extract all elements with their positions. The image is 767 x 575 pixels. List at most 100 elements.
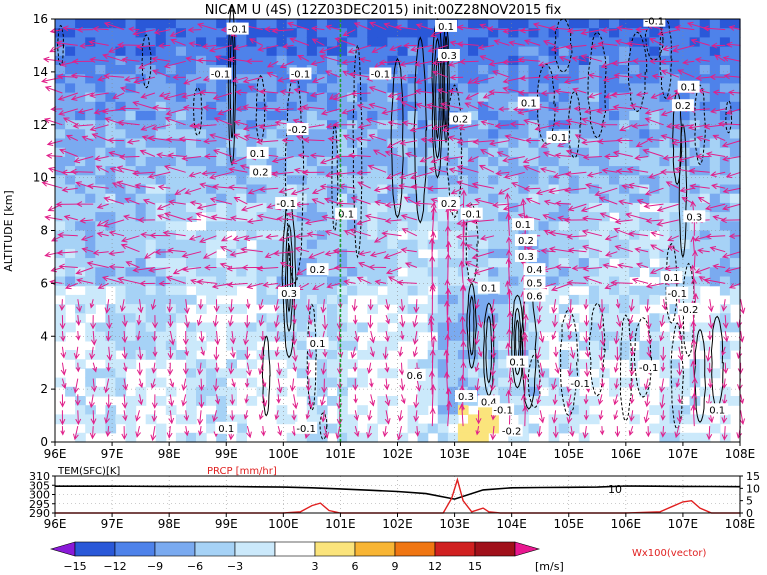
field-cell <box>286 101 298 112</box>
field-cell <box>619 350 630 360</box>
wind-vector <box>202 251 217 259</box>
field-cell <box>367 285 378 296</box>
field-cell <box>457 92 469 103</box>
field-cell <box>256 248 268 259</box>
field-cell <box>377 350 389 360</box>
field-cell <box>397 258 409 268</box>
wind-vector <box>602 76 618 83</box>
y-tick-label: 8 <box>40 224 48 238</box>
field-cell <box>165 28 177 38</box>
wind-vector <box>356 276 371 284</box>
field-cell <box>518 414 530 425</box>
field-cell <box>196 248 207 259</box>
wind-vector <box>135 425 141 438</box>
field-cell <box>518 350 530 360</box>
field-cell <box>306 111 318 121</box>
wind-vector <box>644 299 651 313</box>
field-cell <box>367 175 378 186</box>
wind-vector <box>290 187 310 196</box>
wind-vector <box>522 313 529 332</box>
contour-line <box>431 17 444 179</box>
field-cell <box>417 83 429 94</box>
wind-vector <box>49 44 63 53</box>
contour-label-bg <box>666 286 689 299</box>
field-cell <box>498 55 509 66</box>
field-cell <box>155 239 167 250</box>
wind-vector <box>522 165 541 173</box>
wind-vector <box>369 346 375 358</box>
field-cell <box>588 19 600 29</box>
field-cell <box>649 37 660 48</box>
field-cell <box>659 432 671 443</box>
field-cell <box>135 111 147 121</box>
wind-vector <box>616 25 633 32</box>
field-cell <box>629 267 640 278</box>
field-cell <box>276 101 288 112</box>
field-cell <box>85 258 96 268</box>
field-cell <box>417 147 429 158</box>
contour-label: 0.2 <box>518 236 534 247</box>
field-cell <box>337 101 348 112</box>
wind-vector <box>304 219 325 226</box>
field-cell <box>226 175 237 186</box>
field-cell <box>65 414 76 425</box>
wind-vector <box>75 315 82 327</box>
wind-vector <box>289 37 310 46</box>
field-cell <box>679 65 691 75</box>
wind-vector <box>644 394 651 408</box>
field-cell <box>659 340 671 351</box>
field-cell <box>578 37 590 48</box>
wind-vector <box>197 362 204 376</box>
field-cell <box>699 74 711 84</box>
field-cell <box>85 294 96 305</box>
wind-vector <box>168 199 186 206</box>
wind-vector <box>228 299 235 313</box>
wind-vector <box>276 394 281 404</box>
field-cell <box>508 386 519 397</box>
field-cell <box>659 239 671 250</box>
field-cell <box>609 74 620 84</box>
field-cell <box>186 377 197 388</box>
field-cell <box>296 313 308 324</box>
wind-vector <box>677 156 695 163</box>
field-cell <box>226 386 237 397</box>
field-cell <box>186 19 197 29</box>
field-cell <box>296 19 308 29</box>
wind-vector <box>70 92 94 101</box>
field-cell <box>689 147 701 158</box>
field-cell <box>216 138 227 149</box>
field-cell <box>75 405 86 415</box>
field-cell <box>639 248 650 259</box>
field-cell <box>568 313 580 324</box>
field-cell <box>488 212 499 222</box>
contour-label: -0.1 <box>645 17 665 28</box>
contour-label-bg <box>500 424 523 437</box>
field-cell <box>669 193 681 204</box>
field-cell <box>256 239 268 250</box>
field-cell <box>568 221 580 232</box>
wind-vector <box>552 426 559 439</box>
field-cell <box>196 74 207 84</box>
field-cell <box>75 46 86 57</box>
contour-label-bg <box>209 67 232 80</box>
field-cell <box>266 74 278 84</box>
contour-label: -0.2 <box>288 125 308 136</box>
field-cell <box>528 129 540 140</box>
contour-line <box>619 314 633 422</box>
field-cell <box>558 55 570 66</box>
field-cell <box>175 432 187 443</box>
field-cell <box>165 120 177 130</box>
field-cell <box>105 138 117 149</box>
field-cell <box>246 19 258 29</box>
wind-vector <box>502 203 525 211</box>
field-cell <box>377 405 389 415</box>
wind-vector <box>244 346 251 361</box>
field-cell <box>719 221 731 232</box>
wind-vector <box>378 59 402 66</box>
field-cell <box>669 74 681 84</box>
field-cell <box>709 322 721 333</box>
field-cell <box>699 248 711 259</box>
field-cell <box>236 432 247 443</box>
field-cell <box>85 156 96 167</box>
field-cell <box>105 239 117 250</box>
